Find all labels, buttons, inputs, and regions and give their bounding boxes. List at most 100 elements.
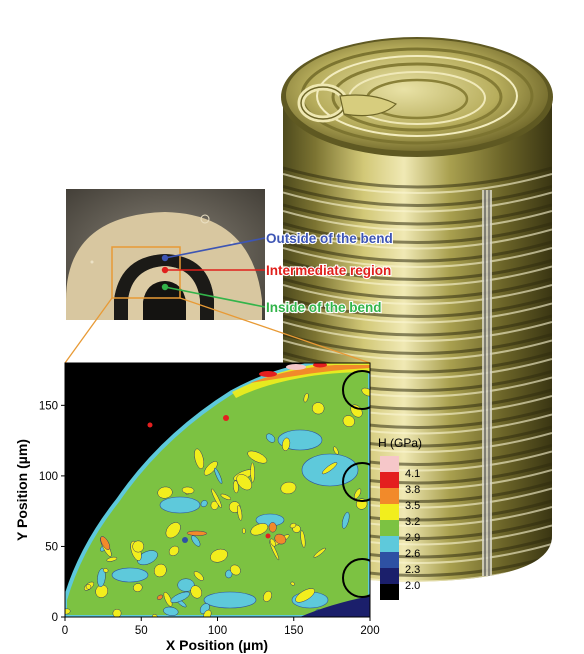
legend-title: H (GPa) — [378, 436, 422, 450]
hardness-blob — [137, 550, 158, 566]
hardness-blob — [190, 585, 202, 599]
y-tick-label: 50 — [45, 541, 58, 553]
can-rib — [283, 296, 552, 318]
hardness-blob — [237, 505, 243, 521]
legend-swatch — [380, 584, 399, 600]
hardness-map: 0 50 100 150 200 0 50 100 150 X Position (µm) Y… — [14, 362, 380, 653]
callout-outside: Outside of the bend — [161, 230, 394, 262]
legend-value: 3.2 — [405, 516, 420, 528]
hardness-blob — [191, 535, 201, 547]
micrograph-photo — [66, 189, 265, 320]
hardness-blob — [132, 540, 145, 553]
hardness-spot — [265, 533, 271, 539]
x-tick-label: 200 — [360, 625, 379, 637]
can-rib — [283, 240, 552, 263]
legend-swatch — [380, 472, 399, 488]
can-rib — [283, 222, 552, 244]
hardness-blob — [303, 393, 309, 403]
hardness-blob — [230, 564, 241, 576]
y-tick-label: 150 — [39, 400, 58, 412]
hardness-blob — [163, 591, 173, 607]
low-hardness-patch — [203, 591, 257, 609]
hardness-blob — [210, 548, 228, 563]
callout-intermediate-label: Intermediate region — [266, 263, 391, 278]
indent-circle — [342, 462, 370, 502]
indent-circle — [342, 558, 370, 598]
hardness-blob — [168, 545, 180, 556]
legend-value: 2.6 — [405, 548, 420, 560]
hardness-blob — [263, 590, 272, 602]
hardness-blob — [250, 462, 255, 483]
y-axis-title: Y Position (µm) — [14, 439, 30, 541]
hardness-blob — [97, 568, 106, 588]
hardness-blob — [280, 481, 297, 495]
legend-swatch — [380, 456, 399, 472]
hardness-blob — [200, 500, 208, 508]
legend-swatch — [380, 536, 399, 552]
pull-ring-icon — [297, 83, 398, 123]
can-rib — [283, 203, 552, 226]
hardness-blob — [354, 488, 362, 499]
low-hardness-patch — [159, 496, 201, 514]
hardness-blob — [313, 547, 326, 558]
hardness-blob — [106, 556, 118, 562]
x-tick-label: 150 — [284, 625, 303, 637]
legend-swatch — [380, 488, 399, 504]
can-rib-highlight — [283, 302, 552, 324]
can-rib-highlight — [283, 265, 552, 287]
hardness-blob — [133, 583, 143, 592]
hardness-blob — [300, 530, 306, 548]
legend-value: 2.0 — [405, 580, 420, 592]
hardness-blob — [342, 415, 355, 427]
hardness-blob — [156, 594, 164, 600]
x-axis-title: X Position (µm) — [166, 637, 268, 653]
legend-value: 3.8 — [405, 484, 420, 496]
hardness-blob — [65, 608, 71, 615]
hardness-blob — [177, 578, 195, 592]
hardness-blob — [157, 486, 173, 499]
legend-value: 3.5 — [405, 500, 420, 512]
legend-value: 4.1 — [405, 468, 420, 480]
y-axis: 0 50 100 150 — [39, 400, 65, 624]
legend-value: 2.3 — [405, 564, 420, 576]
can-rib-highlight — [283, 228, 552, 250]
legend-swatch — [380, 568, 399, 584]
hardness-blob — [165, 522, 181, 539]
hardness-blob — [269, 540, 280, 561]
hardness-blob — [289, 523, 297, 529]
hardness-blob — [95, 584, 109, 598]
zoom-line-left — [64, 297, 113, 364]
hardness-blob — [268, 522, 277, 533]
hardness-blob — [225, 569, 233, 579]
can-seam — [482, 190, 492, 576]
hardness-spot — [147, 422, 153, 428]
can-rib-highlight — [283, 321, 552, 342]
callout-inside-label: Inside of the bend — [266, 300, 382, 315]
hardness-blob — [203, 461, 218, 476]
can-rib-highlight — [283, 173, 552, 194]
hardness-blob — [247, 450, 268, 464]
hardness-blob — [220, 493, 232, 500]
can-rib-highlight — [283, 191, 552, 213]
hardness-blob — [312, 402, 325, 415]
hardness-blob — [163, 606, 179, 616]
y-tick-label: 0 — [52, 612, 58, 624]
hardness-blob — [274, 533, 287, 545]
can-rib — [283, 166, 552, 189]
inset-rectangle — [111, 246, 181, 299]
hardness-blob — [186, 530, 207, 536]
can-rib — [283, 259, 552, 281]
hardness-blob — [333, 446, 339, 455]
callout-inside: Inside of the bend — [161, 283, 383, 316]
callout-outside-label: Outside of the bend — [266, 231, 393, 246]
can-rib-highlight — [283, 284, 552, 305]
can-rib — [283, 185, 552, 207]
legend-swatch — [380, 504, 399, 520]
can-rib-highlight — [283, 210, 552, 231]
hardness-blob — [170, 591, 190, 603]
hardness-spot — [223, 415, 229, 421]
hardness-blob — [153, 563, 167, 578]
legend-swatch — [380, 552, 399, 568]
hardness-blob — [361, 387, 370, 397]
